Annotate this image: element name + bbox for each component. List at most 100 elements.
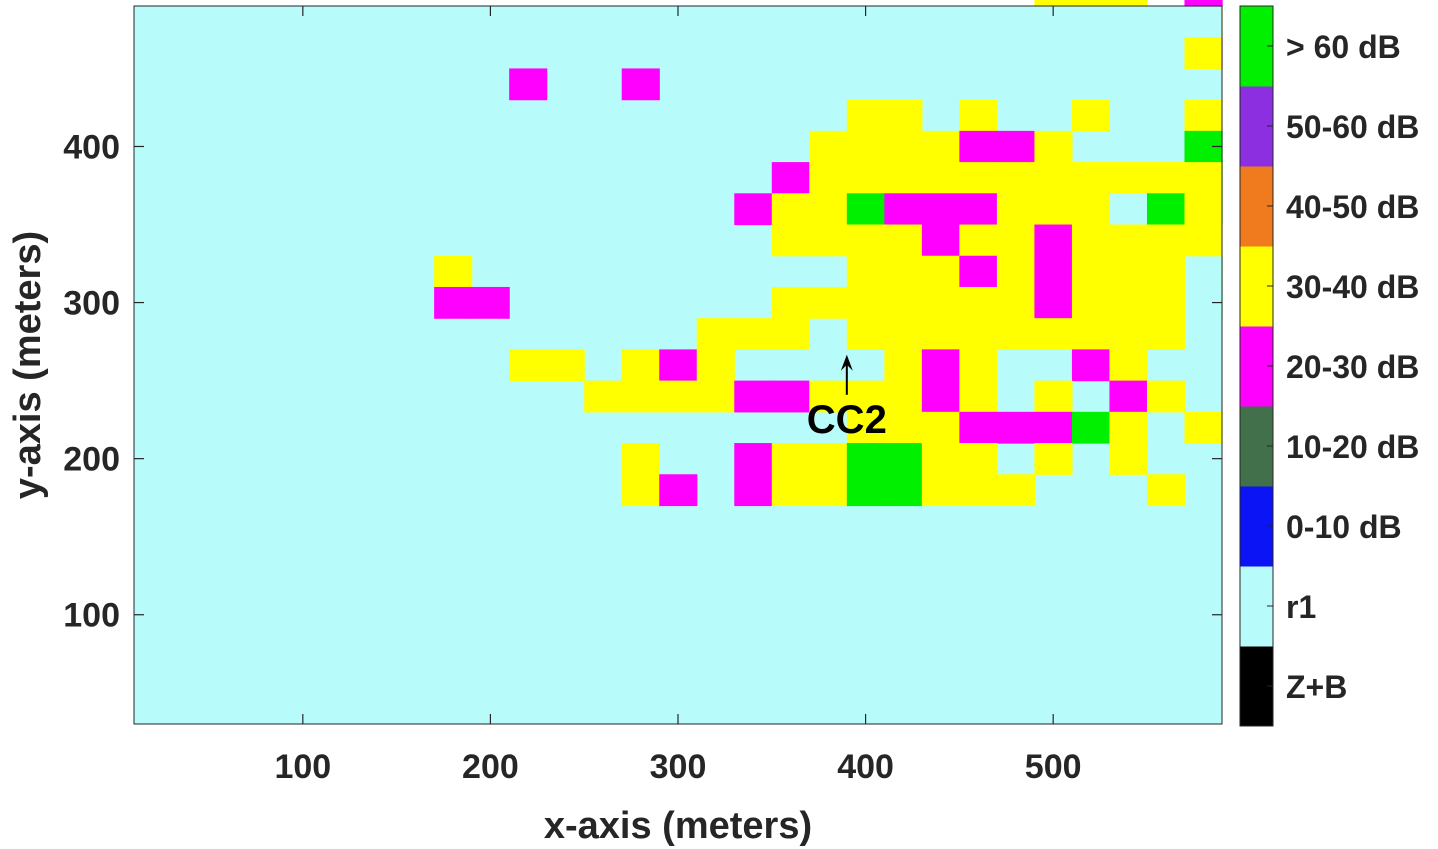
- heatmap-cell: [1034, 255, 1073, 288]
- heatmap-cell: [621, 349, 660, 382]
- heatmap-cell: [959, 411, 998, 444]
- heatmap-cell: [921, 255, 960, 288]
- heatmap-cell: [884, 224, 923, 257]
- heatmap-cell: [1109, 162, 1148, 194]
- heatmap-cell: [921, 286, 960, 319]
- heatmap-cell: [996, 130, 1036, 163]
- heatmap-cell: [1071, 318, 1111, 350]
- heatmap-cell: [959, 130, 998, 163]
- heatmap-cell: [996, 286, 1036, 319]
- heatmap-cell: [809, 474, 848, 507]
- heatmap-cell: [809, 380, 848, 413]
- heatmap-cell: [959, 193, 998, 226]
- heatmap-cell: [996, 162, 1036, 194]
- heatmap-cell: [1109, 318, 1148, 350]
- colorbar-label: 20-30 dB: [1286, 349, 1419, 385]
- heatmap-cell: [1071, 224, 1111, 257]
- heatmap-cell: [921, 193, 960, 226]
- heatmap-cell: [996, 411, 1036, 444]
- heatmap-cell: [1146, 193, 1186, 226]
- heatmap-cell: [846, 255, 885, 288]
- heatmap-cell: [546, 349, 585, 382]
- heatmap-cell: [884, 193, 923, 226]
- heatmap-cell: [696, 318, 735, 350]
- heatmap-cell: [1034, 318, 1073, 350]
- heatmap-cell: [959, 286, 998, 319]
- heatmap-cell: [734, 193, 773, 226]
- colorbar-label: 10-20 dB: [1286, 429, 1419, 465]
- heatmap-cell: [846, 130, 885, 163]
- annotation-label: CC2: [807, 398, 887, 442]
- heatmap-cell: [996, 318, 1036, 350]
- heatmap-cell: [1109, 286, 1148, 319]
- heatmap-cell: [1184, 193, 1223, 226]
- heatmap-cells: [134, 0, 1223, 724]
- heatmap-cell: [1071, 286, 1111, 319]
- heatmap-cell: [1071, 349, 1111, 382]
- heatmap-cell: [884, 411, 923, 444]
- heatmap-cell: [771, 318, 810, 350]
- heatmap-cell: [846, 474, 885, 507]
- heatmap-cell: [921, 474, 960, 507]
- heatmap-cell: [959, 224, 998, 257]
- heatmap-cell: [846, 443, 885, 475]
- heatmap-cell: [846, 286, 885, 319]
- heatmap-cell: [884, 474, 923, 507]
- heatmap-cell: [921, 318, 960, 350]
- heatmap-cell: [1034, 224, 1073, 257]
- heatmap-cell: [884, 162, 923, 194]
- x-tick-label: 400: [837, 748, 894, 786]
- heatmap-cell: [1184, 411, 1223, 444]
- heatmap-cell: [1184, 224, 1223, 257]
- heatmap-cell: [959, 99, 998, 132]
- heatmap-cell: [809, 130, 848, 163]
- heatmap-cell: [959, 255, 998, 288]
- heatmap-cell: [1184, 162, 1223, 194]
- colorbar-frame: [1239, 5, 1274, 727]
- heatmap-cell: [1071, 255, 1111, 288]
- heatmap-cell: [921, 162, 960, 194]
- heatmap-cell: [846, 411, 885, 444]
- heatmap-cell: [621, 474, 660, 507]
- heatmap-cell: [771, 380, 810, 413]
- heatmap-cell: [846, 380, 885, 413]
- heatmap-cell: [921, 380, 960, 413]
- heatmap-cell: [1034, 411, 1073, 444]
- heatmap-cell: [809, 286, 848, 319]
- heatmap-cell: [471, 286, 510, 319]
- heatmap-cell: [1034, 130, 1073, 163]
- heatmap-cell: [1222, 0, 1223, 7]
- heatmap-cell: [621, 380, 660, 413]
- heatmap-cell: [846, 224, 885, 257]
- x-tick-label: 300: [650, 748, 707, 786]
- heatmap-cell: [621, 443, 660, 475]
- heatmap-cell: [996, 193, 1036, 226]
- annotation: CC2: [807, 354, 887, 442]
- y-tick-label: 300: [63, 285, 120, 323]
- heatmap-cell: [1109, 411, 1148, 444]
- heatmap-cell: [921, 224, 960, 257]
- heatmap-cell: [696, 380, 735, 413]
- heatmap-cell: [809, 193, 848, 226]
- heatmap-cell: [1146, 255, 1186, 288]
- heatmap-cell: [1071, 411, 1111, 444]
- heatmap-cell: [959, 318, 998, 350]
- heatmap-cell: [846, 318, 885, 350]
- heatmap-cell: [1109, 255, 1148, 288]
- heatmap-cell: [509, 349, 548, 382]
- heatmap-cell: [996, 474, 1036, 507]
- heatmap-cell: [959, 162, 998, 194]
- heatmap-cell: [509, 68, 548, 101]
- heatmap-cell: [1109, 224, 1148, 257]
- heatmap-cell: [921, 443, 960, 475]
- y-tick-label: 400: [63, 128, 120, 166]
- heatmap-cell: [809, 224, 848, 257]
- colorbar-label: 30-40 dB: [1286, 269, 1419, 305]
- heatmap-cell: [1034, 0, 1073, 7]
- heatmap-cell: [846, 99, 885, 132]
- heatmap-cell: [1071, 0, 1111, 7]
- y-axis-label: y-axis (meters): [7, 231, 49, 499]
- heatmap-cell: [1146, 474, 1186, 507]
- heatmap-cell: [734, 318, 773, 350]
